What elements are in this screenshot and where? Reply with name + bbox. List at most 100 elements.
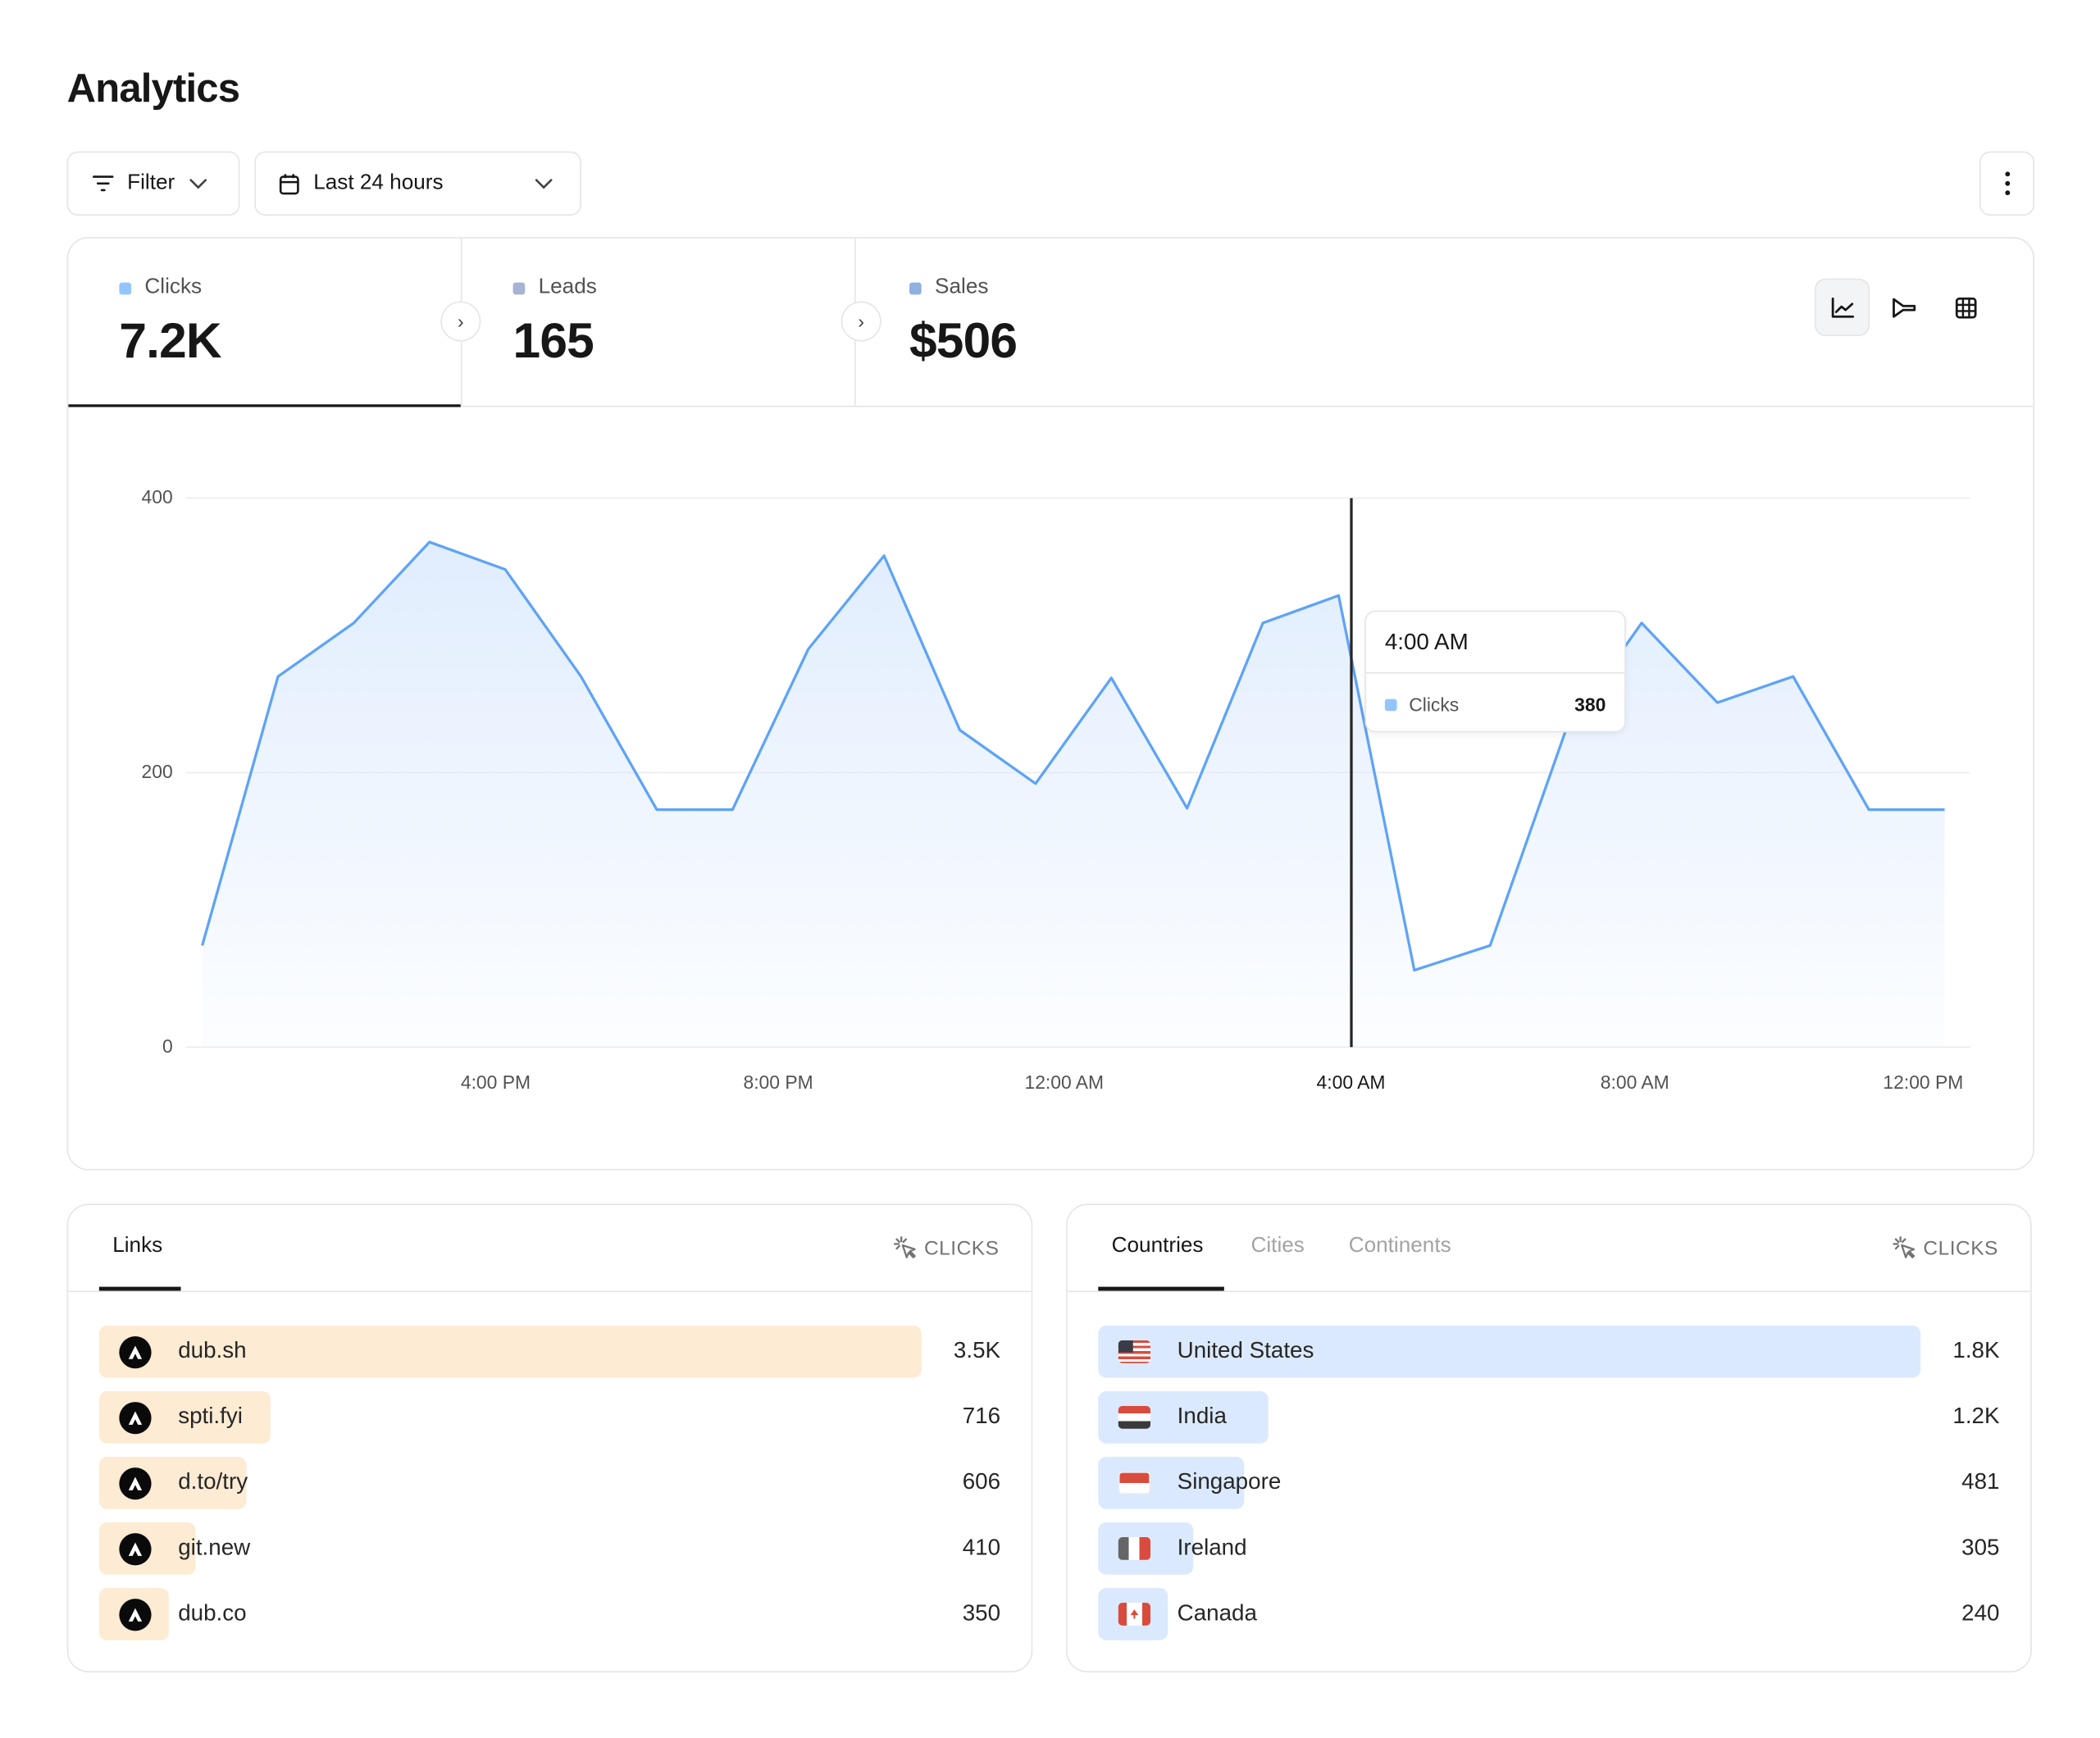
link-row[interactable]: dub.sh 3.5K <box>98 1325 1001 1378</box>
page-title: Analytics <box>66 66 240 111</box>
link-logo-icon <box>119 1402 152 1435</box>
date-range-select[interactable]: Last 24 hours <box>254 151 581 216</box>
tab-clicks[interactable]: Clicks 7.2K <box>68 239 461 407</box>
tab-leads[interactable]: Leads 165 <box>460 238 855 407</box>
funnel-icon <box>1892 297 1916 317</box>
tab-sales[interactable]: Sales $506 <box>854 238 2034 407</box>
leads-value: 165 <box>512 313 594 369</box>
chevron-right-icon[interactable]: › <box>440 301 481 342</box>
country-row[interactable]: United States 1.8K <box>1098 1325 2000 1378</box>
row-value: 410 <box>962 1534 1001 1560</box>
tab-links[interactable]: Links <box>112 1234 163 1258</box>
tooltip-value: 380 <box>1574 694 1606 716</box>
ca-flag-icon <box>1118 1603 1151 1626</box>
x-tick-label: 12:00 AM <box>1024 1071 1105 1093</box>
line-chart-view-button[interactable] <box>1815 278 1870 336</box>
tab-countries[interactable]: Countries <box>1111 1234 1204 1258</box>
chart-tooltip: 4:00 AM Clicks 380 <box>1364 610 1626 733</box>
country-row[interactable]: Canada 240 <box>1098 1588 2000 1640</box>
tab-label: Leads <box>538 275 597 299</box>
clicks-value: 7.2K <box>119 313 221 369</box>
links-panel: Links CLICKS dub.sh 3.5K spti.fyi 716 d.to/t… <box>66 1203 1033 1672</box>
locations-panel: Countries Cities Continents CLICKS Unite… <box>1066 1203 2032 1672</box>
row-value: 716 <box>962 1403 1001 1429</box>
tab-continents[interactable]: Continents <box>1348 1234 1451 1258</box>
sales-value: $506 <box>909 313 1018 369</box>
filter-button[interactable]: Filter <box>66 151 240 216</box>
link-row[interactable]: git.new 410 <box>98 1522 1001 1575</box>
x-tick-label: 8:00 AM <box>1600 1071 1670 1093</box>
link-logo-icon <box>119 1533 152 1566</box>
link-row[interactable]: dub.co 350 <box>98 1588 1001 1640</box>
chevron-right-icon[interactable]: › <box>840 301 881 342</box>
row-value: 481 <box>1961 1468 2000 1495</box>
row-value: 350 <box>962 1599 1001 1626</box>
value-bar <box>98 1325 922 1378</box>
ie-flag-icon <box>1118 1537 1151 1560</box>
link-logo-icon <box>119 1599 152 1631</box>
link-logo-icon <box>119 1336 152 1369</box>
tooltip-series: Clicks <box>1409 694 1460 716</box>
country-row[interactable]: Ireland 305 <box>1098 1522 2000 1575</box>
row-label: dub.co <box>178 1599 247 1626</box>
filter-lines-icon <box>93 175 114 192</box>
y-tick-label: 0 <box>162 1035 173 1057</box>
chevron-down-icon <box>189 178 207 189</box>
us-flag-icon <box>1118 1340 1151 1363</box>
row-label: Ireland <box>1177 1534 1247 1560</box>
date-range-label: Last 24 hours <box>313 171 444 194</box>
link-logo-icon <box>119 1467 152 1500</box>
sg-flag-icon <box>1118 1471 1151 1495</box>
row-value: 305 <box>1961 1534 2000 1560</box>
table-view-button[interactable] <box>1938 279 1993 336</box>
row-label: git.new <box>178 1534 251 1560</box>
tab-label: Sales <box>935 275 989 299</box>
clicks-area-chart[interactable] <box>68 407 2034 1171</box>
row-value: 1.2K <box>1952 1403 2000 1429</box>
row-label: d.to/try <box>178 1468 248 1495</box>
y-tick-label: 400 <box>141 485 173 508</box>
more-options-button[interactable] <box>1979 151 2034 216</box>
row-value: 606 <box>962 1468 1001 1495</box>
calendar-icon <box>279 173 299 194</box>
clicks-legend-swatch <box>119 281 132 294</box>
tooltip-title: 4:00 AM <box>1384 629 1469 655</box>
cursor-click-icon <box>893 1236 916 1258</box>
cursor-click-icon <box>1893 1236 1916 1258</box>
row-label: United States <box>1177 1337 1314 1363</box>
metric-label: CLICKS <box>893 1236 999 1260</box>
row-label: spti.fyi <box>178 1403 243 1429</box>
row-value: 1.8K <box>1952 1337 2000 1363</box>
link-row[interactable]: spti.fyi 716 <box>98 1390 1001 1444</box>
more-vertical-icon <box>2004 171 2010 196</box>
sales-legend-swatch <box>909 281 922 294</box>
x-tick-label: 12:00 PM <box>1883 1071 1964 1093</box>
value-bar <box>1098 1325 1921 1378</box>
row-label: India <box>1177 1403 1227 1429</box>
leads-legend-swatch <box>512 281 526 294</box>
x-tick-label: 4:00 AM <box>1316 1071 1386 1093</box>
filter-label: Filter <box>127 171 175 194</box>
clicks-line <box>201 540 1945 972</box>
row-label: dub.sh <box>178 1337 247 1363</box>
funnel-view-button[interactable] <box>1876 279 1931 336</box>
area-fill <box>202 542 1945 1048</box>
tab-label: Clicks <box>144 275 203 299</box>
row-label: Singapore <box>1177 1468 1282 1495</box>
row-value: 240 <box>1961 1599 2000 1626</box>
analytics-chart-card: Clicks 7.2K Leads 165 Sales $506 › › 400… <box>66 237 2034 1171</box>
link-row[interactable]: d.to/try 606 <box>98 1457 1001 1509</box>
table-grid-icon <box>1955 297 1976 318</box>
x-tick-label: 4:00 PM <box>460 1071 531 1093</box>
tooltip-swatch <box>1384 698 1397 711</box>
row-label: Canada <box>1177 1599 1257 1626</box>
country-row[interactable]: India 1.2K <box>1098 1390 2000 1444</box>
country-row[interactable]: Singapore 481 <box>1098 1457 2000 1509</box>
x-tick-label: 8:00 PM <box>743 1071 813 1093</box>
tab-cities[interactable]: Cities <box>1250 1234 1305 1258</box>
line-chart-icon <box>1830 297 1854 317</box>
row-value: 3.5K <box>953 1337 1001 1363</box>
chevron-down-icon <box>535 178 553 189</box>
y-tick-label: 200 <box>141 760 173 782</box>
metric-label: CLICKS <box>1893 1236 1998 1260</box>
